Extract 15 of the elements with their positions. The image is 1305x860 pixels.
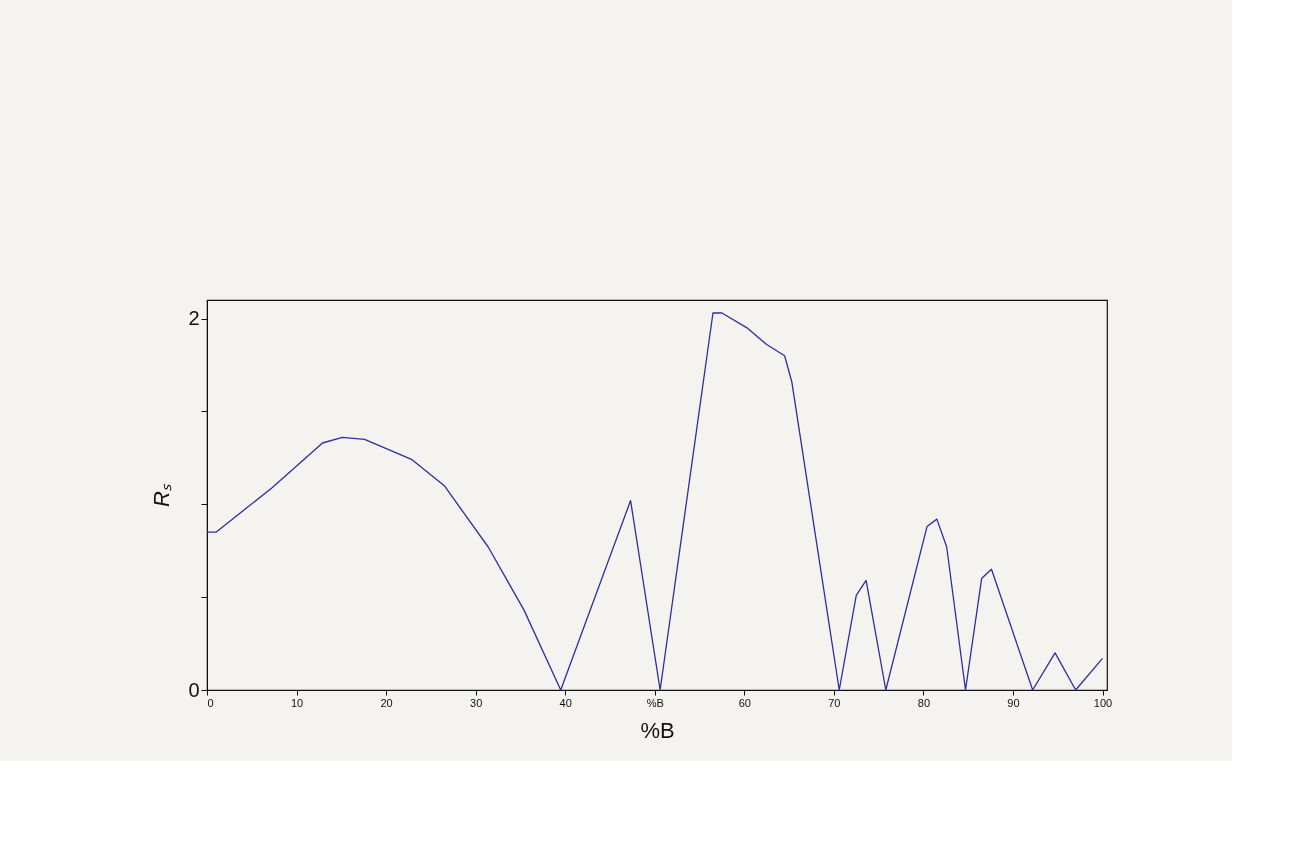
x-tick-label: 60 <box>738 696 751 709</box>
y-tick-label: 2 <box>188 307 200 330</box>
y-axis-title: Rₛ <box>149 483 175 507</box>
x-tick-label: 70 <box>828 696 841 709</box>
x-tick-label: %B <box>646 696 664 709</box>
x-axis-title: %B <box>640 717 675 743</box>
x-tick-label: 30 <box>470 696 483 709</box>
x-tick-label: 40 <box>559 696 572 709</box>
line-series <box>206 312 1104 691</box>
x-tick-label: 20 <box>380 696 393 709</box>
x-tick-label: 0 <box>207 696 214 709</box>
x-tick-label: 100 <box>1093 696 1113 709</box>
x-tick-label: 10 <box>290 696 304 709</box>
x-tick-label: 90 <box>1007 696 1020 709</box>
x-tick-label: 80 <box>917 696 931 709</box>
